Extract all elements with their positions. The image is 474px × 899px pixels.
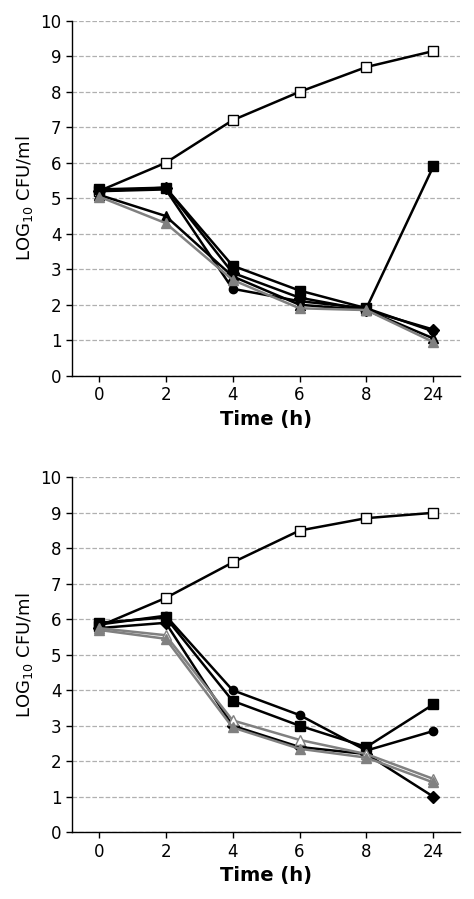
X-axis label: Time (h): Time (h) <box>220 866 312 886</box>
Y-axis label: LOG$_{10}$ CFU/ml: LOG$_{10}$ CFU/ml <box>14 136 35 261</box>
X-axis label: Time (h): Time (h) <box>220 410 312 429</box>
Y-axis label: LOG$_{10}$ CFU/ml: LOG$_{10}$ CFU/ml <box>14 592 35 717</box>
